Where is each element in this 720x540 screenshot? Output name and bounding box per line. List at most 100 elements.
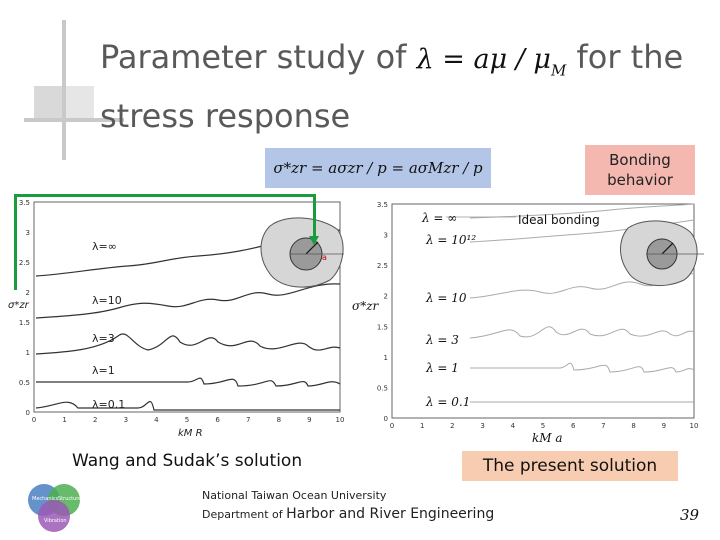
logo-word-3: Vibration <box>44 518 67 524</box>
y-tick-label: 0 <box>26 409 30 417</box>
university-footer: National Taiwan Ocean University Departm… <box>202 487 494 524</box>
x-tick-label: 1 <box>62 416 66 424</box>
left-curve-10 <box>35 283 341 319</box>
right-label-inf: λ = ∞ <box>421 211 457 225</box>
department-prefix: Department of <box>202 508 283 521</box>
y-tick-label: 1.5 <box>377 323 388 331</box>
page-number: 39 <box>680 506 700 524</box>
left-inset-label: a <box>322 253 327 262</box>
x-tick-label: 8 <box>277 416 281 424</box>
left-label-3: λ=3 <box>92 332 115 345</box>
x-tick-label: 0 <box>32 416 36 424</box>
left-plot-frame <box>33 201 341 413</box>
x-tick-label: 6 <box>215 416 220 424</box>
right-label-0-1: λ = 0.1 <box>425 395 470 409</box>
y-tick-label: 0.5 <box>377 384 388 392</box>
right-plot-svg: 3.5 3 2.5 2 1.5 1 0.5 00 1 2 3 4 5 6 7 8 9 10 Ideal bondi… <box>352 201 704 445</box>
title-math: λ = aμ / μ <box>416 44 551 75</box>
y-tick-label: 3.5 <box>19 199 30 207</box>
highlight-line-right <box>313 194 316 238</box>
right-label-1: λ = 1 <box>425 361 459 375</box>
msv-logo-icon: Mechanics Structure Vibration <box>28 484 81 532</box>
title-line-2: stress response <box>100 97 351 136</box>
y-tick-label: 1 <box>26 349 30 357</box>
right-curve-3 <box>469 326 695 339</box>
y-tick-label: 2.5 <box>377 262 388 270</box>
bonding-line-1: Bonding <box>609 151 671 169</box>
bonding-behavior-label: Bonding behavior <box>585 145 695 195</box>
left-curve-1 <box>36 377 341 387</box>
y-tick-label: 3 <box>384 232 388 240</box>
left-label-inf: λ=∞ <box>92 240 117 253</box>
right-label-10-12: λ = 10¹² <box>425 233 476 247</box>
left-curve-0-1 <box>35 400 340 411</box>
x-tick-label: 4 <box>511 422 516 430</box>
x-tick-label: 2 <box>93 416 97 424</box>
x-tick-label: 6 <box>571 422 576 430</box>
right-inset-inclusion-icon <box>620 220 704 286</box>
highlight-line-left <box>14 194 17 290</box>
right-curve-inf <box>469 203 695 219</box>
stress-equation: σ*zr = aσzr / p = aσMzr / p <box>265 148 491 188</box>
right-label-10: λ = 10 <box>425 291 467 305</box>
logo-word-2: Structure <box>58 496 81 502</box>
logo-word-1: Mechanics <box>32 496 59 502</box>
left-plot-svg: 3.5 3 2.5 2 1.5 1 0.5 00 1 2 3 4 5 6 7 8 9 10 λ=∞ λ=1 0 λ=… <box>8 199 344 439</box>
decorative-bar-vertical <box>62 20 66 160</box>
right-y-axis-label: σ*zr <box>352 299 380 313</box>
decorative-square <box>66 86 94 118</box>
left-inset-inclusion-icon: a <box>260 217 344 288</box>
x-tick-label: 8 <box>631 422 635 430</box>
x-tick-label: 4 <box>154 416 159 424</box>
left-plot: 3.5 3 2.5 2 1.5 1 0.5 0 0 1 2 3 4 5 6 7 8 9 10 λ=∞ λ=1 0 λ=… <box>8 196 344 444</box>
y-tick-label: 2 <box>26 289 30 297</box>
department-line: Department of Harbor and River Engineeri… <box>202 505 494 524</box>
right-curve-1 <box>469 362 695 373</box>
right-plot-frame <box>391 203 695 419</box>
x-tick-label: 10 <box>336 416 344 424</box>
left-curve-3 <box>35 333 341 355</box>
right-x-axis-label: kM a <box>532 431 563 445</box>
y-tick-label: 3 <box>26 229 30 237</box>
left-label-0-1: λ=0.1 <box>92 398 125 411</box>
x-tick-label: 5 <box>541 422 545 430</box>
decorative-bar-horizontal <box>24 118 124 122</box>
x-tick-label: 5 <box>185 416 189 424</box>
x-tick-label: 9 <box>662 422 666 430</box>
department-name: Harbor and River Engineering <box>286 506 495 522</box>
x-tick-label: 3 <box>124 416 128 424</box>
left-y-ticks: 3.5 3 2.5 2 1.5 1 0.5 00 1 2 3 4 5 6 7 8 9 10 <box>19 199 344 424</box>
right-label-3: λ = 3 <box>425 333 459 347</box>
x-tick-label: 7 <box>246 416 250 424</box>
x-tick-label: 2 <box>450 422 454 430</box>
ideal-bonding-label: Ideal bonding <box>518 213 600 227</box>
slide-title: Parameter study of λ = aμ / μM for the s… <box>100 34 700 139</box>
right-y-ticks: 3.5 3 2.5 2 1.5 1 0.5 00 1 2 3 4 5 6 7 8 9 10 <box>377 201 699 430</box>
decorative-square <box>34 86 62 118</box>
bonding-line-2: behavior <box>607 171 673 189</box>
y-tick-label: 0.5 <box>19 379 30 387</box>
left-label-1: λ=1 <box>92 364 115 377</box>
left-x-axis-label: kM R <box>178 428 203 439</box>
highlight-line-top <box>14 194 316 197</box>
left-y-axis-label: σ*zr <box>8 300 30 311</box>
x-tick-label: 7 <box>601 422 605 430</box>
highlight-arrow-head <box>309 236 319 245</box>
x-tick-label: 10 <box>690 422 699 430</box>
y-tick-label: 1.5 <box>19 319 30 327</box>
right-plot: 3.5 3 2.5 2 1.5 1 0.5 0 0 1 2 3 4 5 6 7 8 9 10 Ideal bondi… <box>350 196 712 448</box>
x-tick-label: 1 <box>420 422 424 430</box>
x-tick-label: 9 <box>307 416 311 424</box>
y-tick-label: 2.5 <box>19 259 30 267</box>
x-tick-label: 3 <box>480 422 484 430</box>
university-name: National Taiwan Ocean University <box>202 489 387 502</box>
title-math-sub: M <box>550 61 567 80</box>
caption-present-solution: The present solution <box>462 451 678 481</box>
title-text: Parameter study of <box>100 38 407 76</box>
y-tick-label: 1 <box>384 354 388 362</box>
title-text-end: for the <box>576 38 684 76</box>
x-tick-label: 0 <box>390 422 394 430</box>
y-tick-label: 3.5 <box>377 201 388 209</box>
caption-wang-sudak: Wang and Sudak’s solution <box>72 451 303 471</box>
msv-logo: Mechanics Structure Vibration <box>24 480 84 536</box>
